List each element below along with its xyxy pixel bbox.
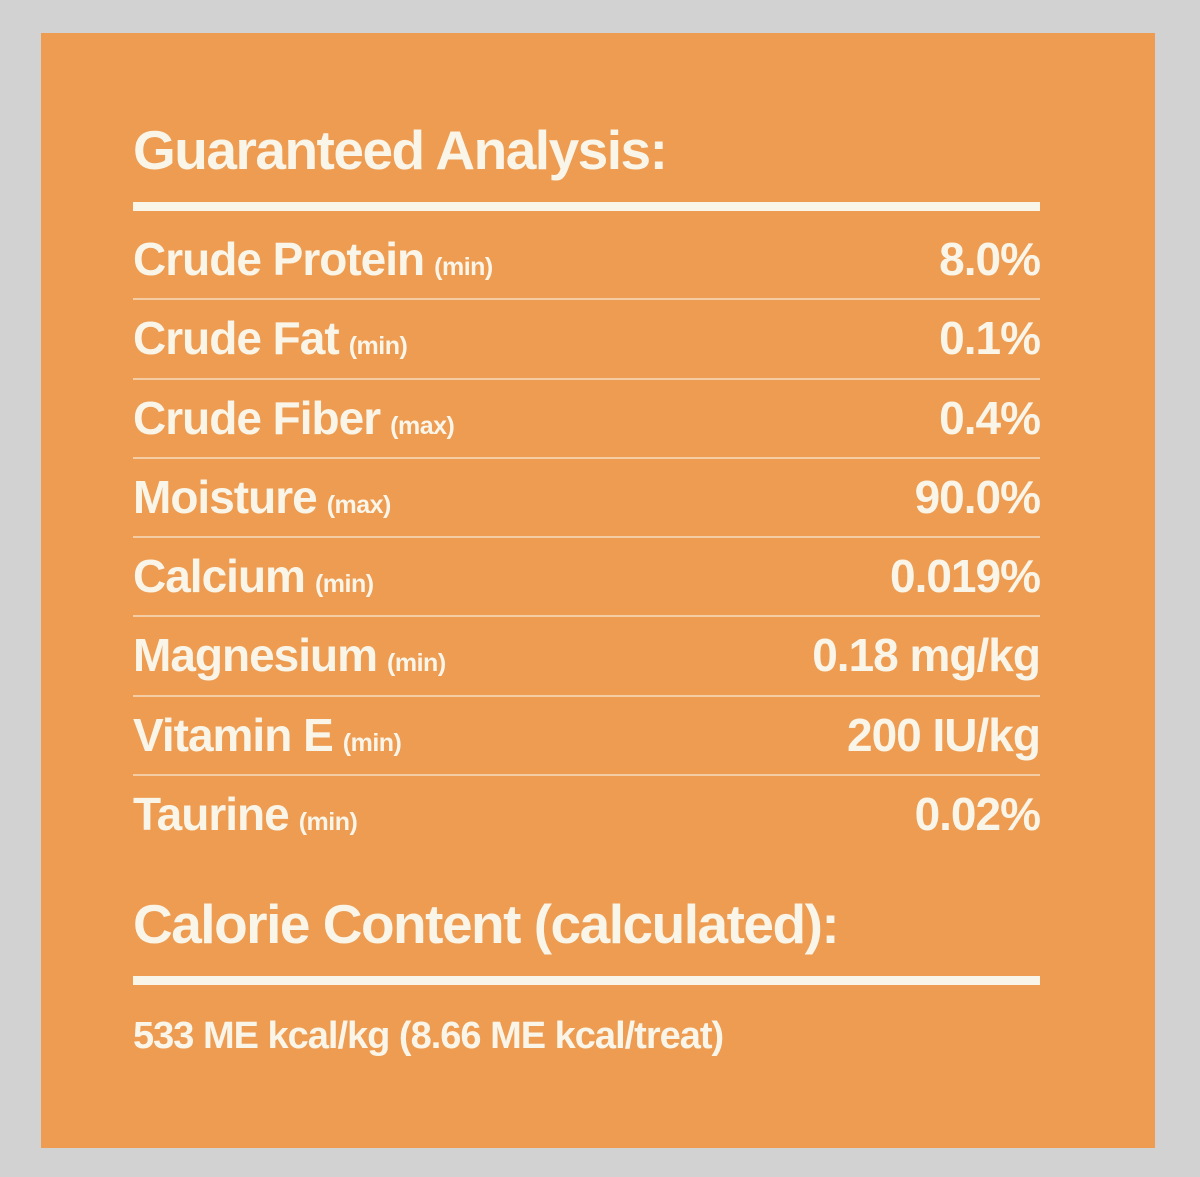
row-label-group: Crude Fat (min) <box>133 312 408 365</box>
nutrient-label: Vitamin E <box>133 708 334 761</box>
calorie-title-underline <box>133 976 1040 986</box>
calorie-section: Calorie Content (calculated): 533 ME kca… <box>133 897 1040 1057</box>
analysis-row: Crude Fiber (max) 0.4% <box>133 380 1041 459</box>
row-label-group: Vitamin E (min) <box>133 708 402 761</box>
nutrient-label: Calcium <box>133 550 306 603</box>
nutrient-label: Moisture <box>133 470 318 523</box>
title-underline <box>133 202 1040 211</box>
nutrient-label: Crude Protein <box>133 233 425 285</box>
nutrient-value: 0.4% <box>939 391 1041 444</box>
row-label-group: Crude Protein (min) <box>133 233 493 285</box>
nutrient-qualifier: (max) <box>390 411 455 440</box>
nutrient-qualifier: (min) <box>434 253 493 281</box>
analysis-row: Crude Fat (min) 0.1% <box>133 300 1041 380</box>
calorie-content-title: Calorie Content (calculated): <box>133 893 840 956</box>
row-label-group: Moisture (max) <box>133 470 392 523</box>
row-label-group: Calcium (min) <box>133 550 374 603</box>
row-label-group: Magnesium (min) <box>133 629 446 682</box>
nutrient-label: Magnesium <box>133 629 378 682</box>
analysis-row: Moisture (max) 90.0% <box>133 459 1041 539</box>
nutrient-qualifier: (min) <box>314 570 374 599</box>
calorie-content-value: 533 ME kcal/kg (8.66 ME kcal/treat) <box>133 1015 724 1058</box>
analysis-row: Magnesium (min) 0.18 mg/kg <box>133 617 1041 697</box>
nutrient-qualifier: (min) <box>298 808 358 837</box>
analysis-row: Calcium (min) 0.019% <box>133 538 1041 618</box>
guaranteed-analysis-title: Guaranteed Analysis: <box>133 119 668 181</box>
nutrient-label: Taurine <box>133 788 290 841</box>
nutrient-qualifier: (min) <box>387 649 446 678</box>
analysis-row: Taurine (min) 0.02% <box>133 776 1041 853</box>
nutrient-label: Crude Fat <box>133 312 340 365</box>
nutrient-label: Crude Fiber <box>133 391 381 444</box>
nutrient-value: 0.1% <box>939 312 1041 365</box>
row-label-group: Crude Fiber (max) <box>133 391 455 444</box>
row-label-group: Taurine (min) <box>133 788 358 841</box>
nutrient-value: 90.0% <box>914 470 1041 523</box>
analysis-table: Crude Protein (min) 8.0% Crude Fat (min)… <box>133 221 1041 853</box>
analysis-row: Vitamin E (min) 200 IU/kg <box>133 697 1041 777</box>
label-panel: Guaranteed Analysis: Crude Protein (min)… <box>41 33 1155 1148</box>
nutrient-value: 200 IU/kg <box>847 708 1041 761</box>
nutrient-value: 8.0% <box>939 233 1041 285</box>
nutrient-qualifier: (min) <box>342 728 402 757</box>
nutrient-value: 0.019% <box>889 550 1041 603</box>
analysis-row: Crude Protein (min) 8.0% <box>133 221 1041 301</box>
nutrient-value: 0.18 mg/kg <box>812 629 1041 682</box>
nutrient-qualifier: (min) <box>348 332 408 361</box>
nutrient-value: 0.02% <box>914 788 1041 841</box>
nutrient-qualifier: (max) <box>326 490 392 519</box>
